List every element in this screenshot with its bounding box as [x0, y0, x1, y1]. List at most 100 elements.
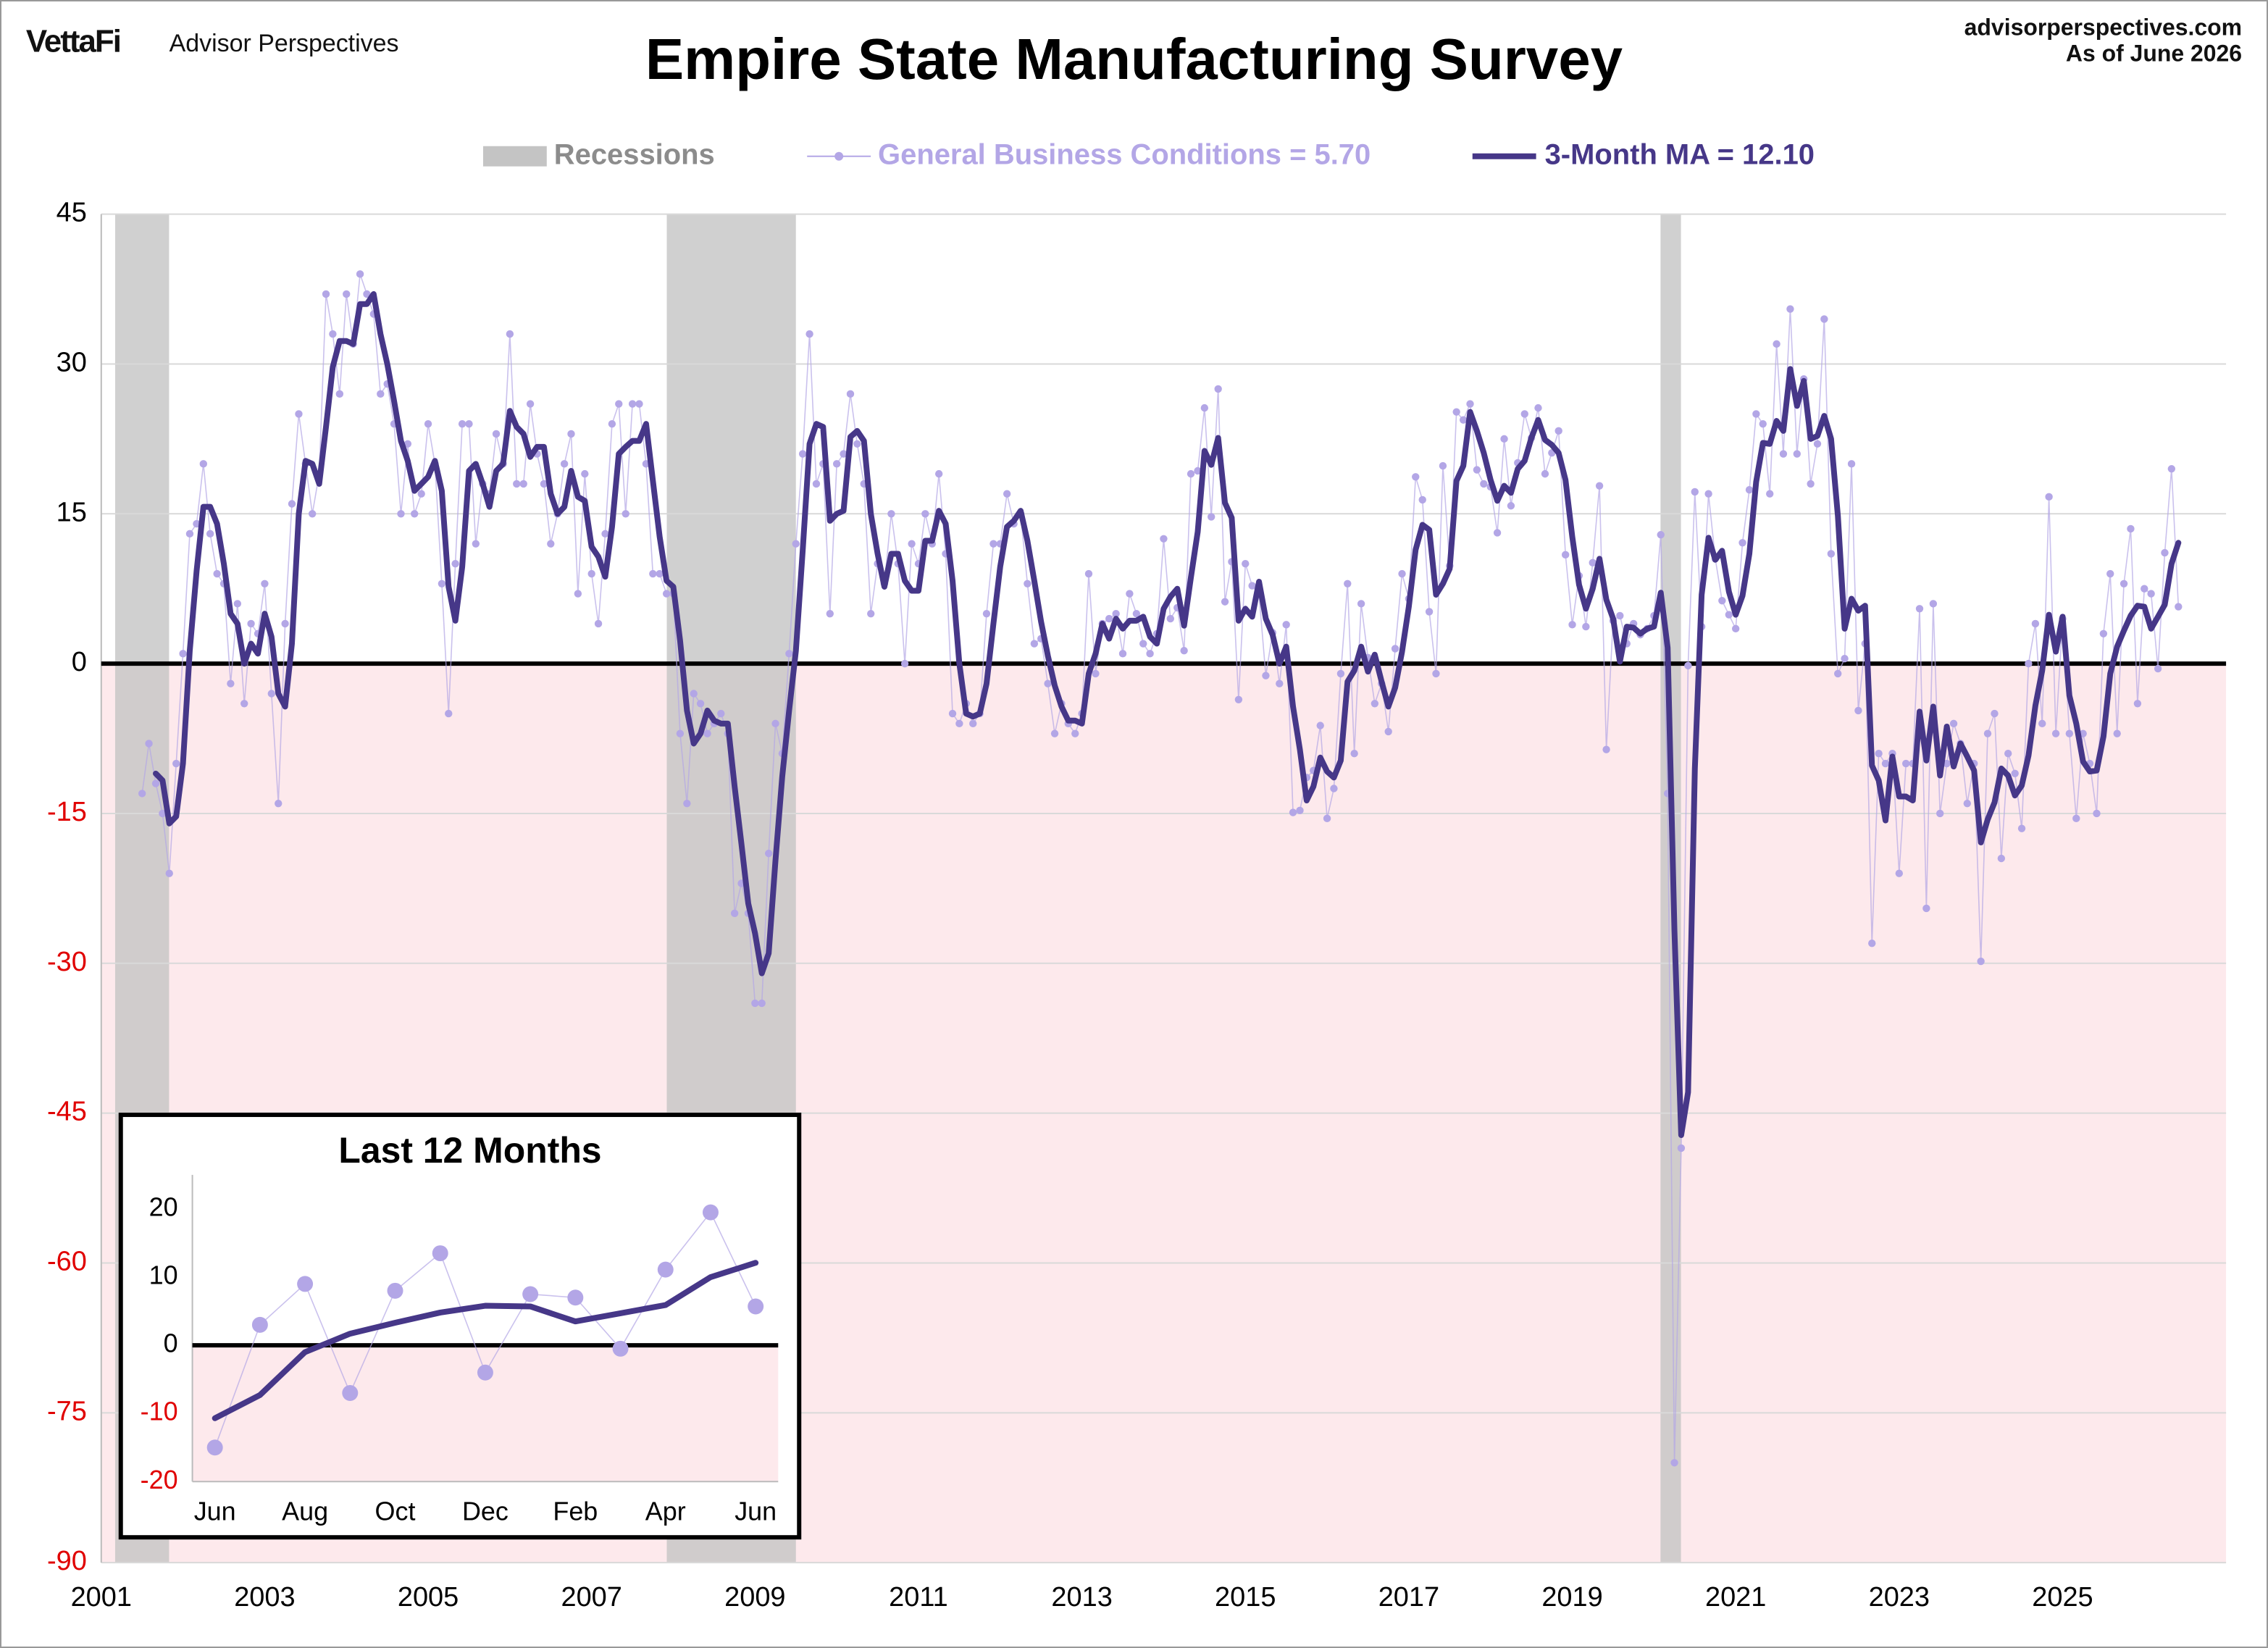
data-point [179, 650, 187, 658]
data-point [751, 999, 759, 1008]
data-point [622, 510, 629, 518]
data-point [1997, 854, 2006, 863]
data-point [1242, 560, 1250, 568]
data-point [1118, 650, 1127, 658]
data-point [1412, 473, 1420, 481]
data-point [288, 500, 296, 508]
data-point [1725, 611, 1733, 619]
data-point [445, 709, 453, 718]
data-point [612, 1340, 629, 1357]
y-tick-label: -10 [141, 1397, 178, 1426]
data-point [1234, 695, 1243, 703]
x-tick-label: 2003 [234, 1582, 295, 1613]
legend-label: 3-Month MA = 12.10 [1545, 138, 1815, 170]
data-point [1323, 814, 1331, 823]
data-point [275, 799, 283, 808]
data-point [1432, 669, 1440, 678]
data-point [261, 580, 269, 588]
legend-swatch [482, 146, 547, 167]
data-point [1766, 490, 1774, 498]
data-point [540, 480, 548, 488]
data-point [151, 779, 160, 787]
data-point [251, 1316, 268, 1333]
data-point [683, 799, 691, 808]
x-tick-label: Dec [462, 1497, 509, 1526]
data-point [703, 729, 711, 737]
data-point [1793, 450, 1801, 458]
data-point [1105, 614, 1113, 623]
data-point [1350, 750, 1358, 758]
data-point [1166, 614, 1174, 623]
data-point [1773, 340, 1780, 348]
chart-title: Empire State Manufacturing Survey [645, 27, 1623, 91]
data-point [1895, 869, 1904, 877]
data-point [2167, 465, 2176, 473]
site: advisorperspectives.com [1964, 14, 2242, 40]
data-point [1731, 624, 1740, 633]
inset-plot: -20 -10 0 10 20 Jun Aug Oct Dec Feb Apr Jun [141, 1174, 779, 1526]
data-point [594, 619, 603, 628]
data-point [342, 1384, 359, 1401]
data-point [748, 1298, 764, 1315]
data-point [2011, 769, 2019, 777]
data-point [730, 909, 739, 918]
y-tick-label: 10 [149, 1260, 178, 1290]
data-point [1418, 495, 1426, 504]
data-point [2141, 585, 2148, 593]
x-tick-label: 2013 [1051, 1582, 1112, 1613]
data-point [2127, 524, 2135, 533]
data-point [165, 869, 173, 877]
data-point [213, 569, 221, 578]
date: As of June 2026 [2066, 40, 2242, 66]
data-point [717, 709, 725, 718]
data-point [1786, 305, 1794, 313]
y-tick-label: -45 [47, 1097, 87, 1127]
x-tick-label: 2007 [561, 1582, 622, 1613]
data-point [560, 460, 569, 468]
data-point [417, 490, 425, 498]
data-point [227, 679, 235, 687]
data-point [1949, 719, 1958, 728]
data-point [1248, 582, 1256, 590]
data-point [1991, 709, 1999, 718]
data-point [2175, 603, 2183, 611]
data-point [1595, 482, 1604, 490]
data-point [1936, 809, 1944, 818]
data-point [2147, 590, 2155, 598]
data-point [1534, 403, 1542, 412]
data-point [2154, 664, 2162, 673]
data-point [1841, 655, 1849, 663]
data-point [438, 580, 446, 588]
data-point [1977, 957, 1985, 966]
data-point [458, 419, 466, 428]
data-point [608, 419, 616, 428]
data-point [1139, 640, 1147, 648]
data-point [199, 460, 207, 468]
data-point [1146, 650, 1154, 658]
y-tick-label: -15 [47, 797, 87, 827]
x-tick-label: Feb [553, 1497, 598, 1526]
data-point [1384, 727, 1392, 736]
data-point [308, 510, 317, 518]
y-tick-label: 20 [149, 1192, 178, 1221]
data-point [1371, 700, 1379, 708]
data-point [1466, 400, 1474, 408]
data-point [1507, 502, 1515, 510]
data-point [1194, 467, 1202, 475]
y-tick-label: 15 [57, 497, 87, 527]
data-point [628, 400, 637, 408]
data-point [615, 400, 623, 408]
data-point [295, 410, 303, 418]
data-point [2051, 729, 2060, 737]
data-point [934, 469, 943, 478]
x-tick-label: Jun [735, 1497, 777, 1526]
data-point [771, 719, 779, 728]
y-tick-label: -60 [47, 1246, 87, 1276]
data-point [1208, 513, 1215, 521]
data-point [1289, 808, 1297, 816]
data-point [662, 590, 671, 598]
data-point [1112, 609, 1120, 618]
data-point [206, 530, 214, 538]
